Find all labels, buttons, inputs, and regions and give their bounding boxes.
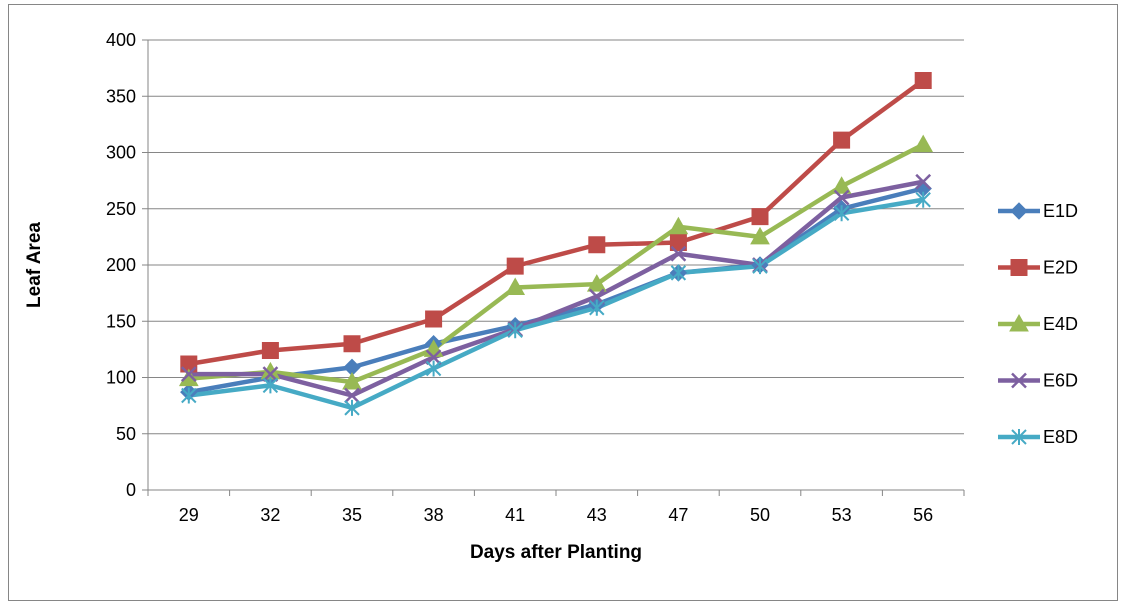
data-point-e8d — [833, 205, 850, 222]
data-point-e4d — [668, 216, 689, 235]
line-chart: 0 50 100 150 200 250 300 350 400 29 32 35 38 41 43 47 50… — [8, 4, 1118, 601]
data-point-e6d — [833, 189, 850, 206]
legend-marker — [1011, 372, 1027, 389]
data-point-e8d — [262, 377, 279, 394]
data-point-e4d — [831, 176, 852, 194]
x-tick-label: 43 — [587, 505, 607, 525]
data-point-e2d — [425, 310, 443, 328]
x-tick-label: 38 — [424, 505, 444, 525]
x-tick-label: 35 — [342, 505, 362, 525]
x-tick-label: 41 — [505, 505, 525, 525]
y-tick-label: 350 — [106, 86, 136, 106]
x-tick-label: 47 — [668, 505, 688, 525]
x-axis-title: Days after Planting — [470, 542, 642, 563]
data-point-e8d — [915, 191, 931, 208]
data-point-e6d — [588, 288, 605, 305]
y-tick-label: 200 — [106, 255, 136, 275]
legend-marker — [1010, 202, 1028, 220]
y-tick-label: 0 — [126, 480, 136, 500]
data-point-e4d — [913, 134, 934, 153]
legend-entry-e6d: E6D — [998, 371, 1078, 391]
series-lines — [188, 78, 925, 411]
data-point-e6d — [344, 387, 360, 404]
data-point-e4d — [586, 274, 607, 292]
legend-label: E6D — [1043, 371, 1078, 391]
data-point-e2d — [588, 236, 606, 254]
legend-marker — [1009, 313, 1029, 332]
data-point-e8d — [181, 387, 197, 404]
series-line-e6d — [188, 179, 924, 398]
data-point-e8d — [589, 299, 605, 316]
series-line-e2d — [188, 78, 925, 367]
x-tick-label: 50 — [750, 505, 770, 525]
data-point-e2d — [343, 335, 361, 353]
y-axis-title: Leaf Area — [24, 222, 45, 308]
data-point-e8d — [507, 322, 523, 339]
axes: 0 50 100 150 200 250 300 350 400 29 32 35 38 41 43 47 50… — [106, 30, 965, 525]
data-point-e8d — [344, 399, 360, 416]
data-point-e2d — [669, 234, 687, 251]
data-point-e2d — [833, 131, 851, 149]
legend-label: E4D — [1043, 314, 1078, 334]
x-tick-label: 53 — [832, 505, 852, 525]
data-point-e2d — [261, 342, 279, 359]
series-markers — [178, 72, 934, 416]
series-line-e4d — [188, 142, 925, 385]
y-tick-label: 100 — [106, 368, 136, 388]
legend-entry-e8d: E8D — [998, 427, 1078, 447]
y-tick-label: 300 — [106, 143, 136, 163]
y-tick-label: 400 — [106, 30, 136, 50]
data-point-e4d — [342, 371, 362, 390]
legend-label: E8D — [1043, 427, 1078, 447]
data-point-e8d — [425, 360, 442, 377]
data-point-e2d — [506, 257, 524, 275]
y-tick-label: 250 — [106, 199, 136, 219]
data-point-e8d — [752, 258, 768, 275]
legend-entry-e1d: E1D — [998, 201, 1078, 221]
legend-label: E2D — [1043, 258, 1078, 278]
y-tick-label: 150 — [106, 311, 136, 331]
data-point-e6d — [915, 173, 932, 190]
x-tick-label: 29 — [179, 505, 199, 525]
data-point-e6d — [180, 366, 197, 383]
series-line-e8d — [188, 197, 924, 411]
data-point-e2d — [914, 72, 932, 89]
data-point-e2d — [751, 208, 769, 226]
data-point-e6d — [262, 366, 279, 383]
data-point-e4d — [505, 277, 526, 295]
legend-entry-e2d: E2D — [998, 258, 1078, 278]
legend-label: E1D — [1043, 201, 1078, 221]
legend-marker — [1011, 429, 1027, 445]
chart-border — [8, 4, 1118, 601]
x-tick-label: 32 — [260, 505, 280, 525]
legend-entry-e4d: E4D — [998, 313, 1078, 334]
data-point-e6d — [670, 245, 687, 262]
data-point-e4d — [750, 226, 770, 245]
data-point-e8d — [670, 264, 687, 281]
chart-frame: 0 50 100 150 200 250 300 350 400 29 32 35 38 41 43 47 50… — [8, 4, 1118, 601]
legend: E1D E2D E4D E6D E8D — [998, 201, 1078, 447]
data-point-e6d — [425, 349, 442, 366]
x-tick-label: 56 — [913, 505, 933, 525]
y-tick-label: 50 — [116, 424, 136, 444]
legend-marker — [1010, 259, 1028, 276]
